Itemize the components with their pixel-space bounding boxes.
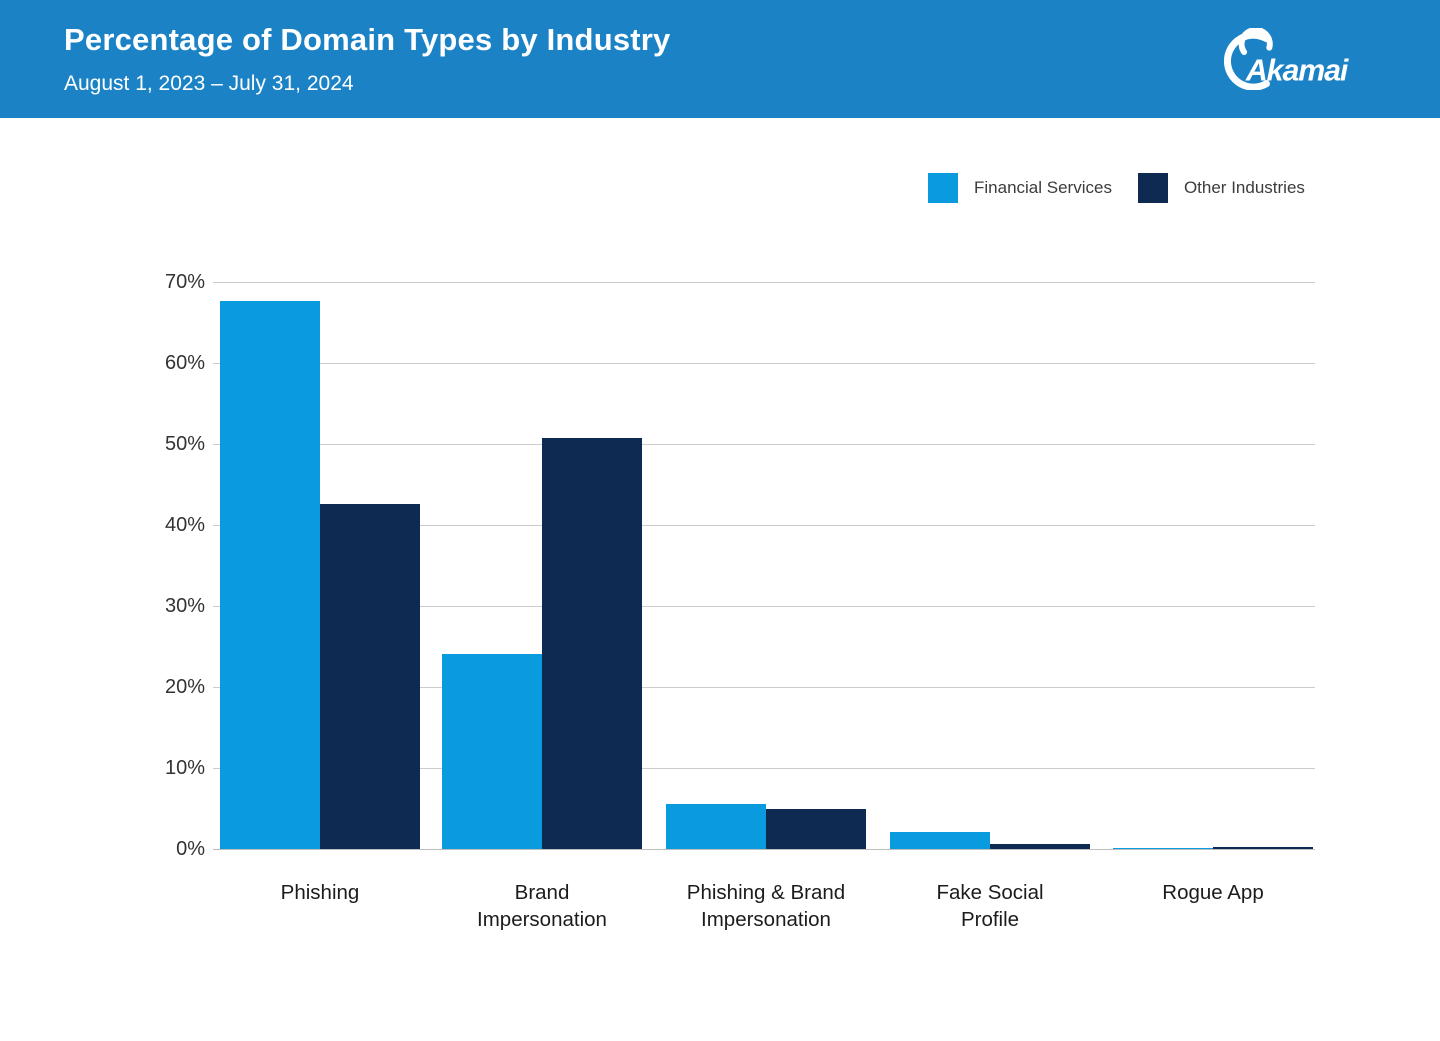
- x-axis-category-label-line: Phishing: [280, 881, 360, 904]
- legend-item-financial-services: Financial Services: [928, 173, 1112, 203]
- y-axis-tick-label: 20%: [164, 676, 205, 698]
- x-axis-category-label: Phishing: [160, 879, 480, 906]
- chart-legend: Financial Services Other Industries: [928, 173, 1305, 203]
- y-axis-tick-label: 10%: [164, 757, 205, 779]
- other-industries-swatch: [1137, 173, 1168, 203]
- x-axis-category-label-line: Rogue App: [1162, 881, 1264, 904]
- akamai-logo-icon: Akamai: [1223, 28, 1350, 90]
- gridline: [213, 281, 1315, 283]
- bar-financial-services: [1113, 848, 1213, 849]
- page-title: Percentage of Domain Types by Industry: [64, 22, 671, 57]
- date-range-subtitle: August 1, 2023 – July 31, 2024: [64, 72, 354, 95]
- y-axis-tick-label: 30%: [164, 595, 205, 617]
- financial-services-swatch: [928, 173, 958, 203]
- akamai-logo-text: Akamai: [1245, 55, 1349, 88]
- bar-financial-services: [666, 803, 766, 849]
- bar-other-industries: [766, 809, 866, 849]
- gridline: [213, 443, 1315, 445]
- gridline: [213, 524, 1315, 526]
- x-axis-category-label-line: Impersonation: [701, 908, 831, 931]
- bar-other-industries: [542, 437, 642, 849]
- gridline: [213, 767, 1315, 769]
- bar-financial-services: [442, 653, 542, 849]
- y-axis-tick-label: 70%: [164, 271, 205, 293]
- legend-item-other-industries: Other Industries: [1137, 173, 1305, 203]
- bar-other-industries: [320, 503, 420, 849]
- x-axis-category-label: Fake Social Profile: [830, 879, 1150, 933]
- y-axis-tick-label: 0%: [176, 838, 205, 860]
- x-axis-category-label-line: Brand: [514, 881, 570, 904]
- x-axis-category-label: Brand Impersonation: [382, 879, 702, 933]
- y-axis-tick-label: 50%: [164, 433, 205, 455]
- bar-other-industries: [990, 844, 1090, 849]
- x-axis-category-label-line: Fake Social: [936, 881, 1044, 904]
- gridline: [213, 605, 1315, 607]
- bar-financial-services: [890, 831, 990, 849]
- x-axis-line: [213, 848, 1315, 850]
- x-axis-category-label-line: Profile: [960, 908, 1020, 931]
- bar-financial-services: [220, 300, 320, 849]
- x-axis-category-label-line: Phishing & Brand: [686, 881, 846, 904]
- legend-label: Financial Services: [974, 178, 1112, 197]
- gridline: [213, 362, 1315, 364]
- x-axis-category-label: Rogue App: [1053, 879, 1373, 906]
- bar-other-industries: [1213, 846, 1313, 849]
- legend-label: Other Industries: [1183, 178, 1305, 197]
- gridline: [213, 686, 1315, 688]
- x-axis-category-label: Phishing & Brand Impersonation: [606, 879, 926, 933]
- header-banner: Percentage of Domain Types by Industry A…: [0, 0, 1440, 118]
- y-axis-tick-label: 40%: [164, 514, 205, 536]
- x-axis-category-label-line: Impersonation: [477, 908, 607, 931]
- y-axis-tick-label: 60%: [164, 352, 205, 374]
